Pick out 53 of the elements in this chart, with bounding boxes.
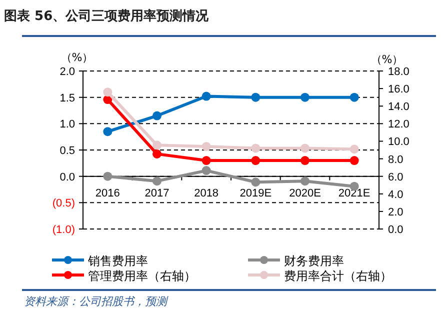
point <box>350 144 359 154</box>
y2-tick-label: 12.0 <box>388 118 410 131</box>
text: 资料来源：公司招股书，预测 <box>24 295 169 308</box>
point <box>152 140 162 150</box>
legend-label: 管理费用率（右轴） <box>88 269 196 283</box>
point <box>251 156 260 166</box>
x-tick-label: 2017 <box>144 187 170 200</box>
y-tick-label: 0.0 <box>60 171 75 184</box>
y-tick-label: (0.5) <box>52 198 75 210</box>
point <box>152 176 162 186</box>
y-axis-title: （%） <box>60 51 94 64</box>
chart-title: 图表 56、公司三项费用率预测情况 <box>4 8 210 24</box>
point <box>152 111 162 120</box>
point <box>202 92 211 101</box>
point <box>103 88 112 97</box>
legend-label: 费用率合计（右轴） <box>284 269 392 283</box>
x-tick-label: 2021E <box>338 187 370 200</box>
point <box>300 92 310 102</box>
point <box>202 156 211 166</box>
y2-tick-label: 14.0 <box>388 101 410 114</box>
y-tick-label: (1.0) <box>52 224 75 236</box>
y2-tick-label: 10.0 <box>388 136 410 148</box>
point <box>251 144 260 153</box>
x-tick-label: 2020E <box>289 187 321 200</box>
y-tick-label: 0.5 <box>60 145 75 157</box>
point <box>300 156 310 166</box>
legend-label: 销售费用率 <box>87 254 148 268</box>
point <box>152 149 162 158</box>
y-tick-label: 1.5 <box>60 92 75 104</box>
y2-tick-label: 0.0 <box>388 224 404 236</box>
point <box>103 172 112 181</box>
point <box>350 156 359 166</box>
y2-tick-label: 6.0 <box>388 171 404 184</box>
legend-label: 财务费用率 <box>284 254 344 268</box>
x-tick-label: 2018 <box>194 187 219 200</box>
y2-tick-label: 4.0 <box>388 188 404 201</box>
x-tick-label: 2016 <box>95 187 120 200</box>
point <box>300 144 310 153</box>
point <box>251 92 260 102</box>
y2-tick-label: 16.0 <box>388 84 410 96</box>
point <box>300 176 310 186</box>
y2-tick-label: 18.0 <box>388 66 410 78</box>
point <box>251 178 260 187</box>
y-tick-label: 1.0 <box>60 118 75 131</box>
y2-tick-label: 2.0 <box>388 206 404 218</box>
y2-tick-label: 8.0 <box>388 154 404 166</box>
y-tick-label: 2.0 <box>60 66 75 78</box>
point <box>103 127 112 136</box>
point <box>202 142 211 151</box>
x-tick-label: 2019E <box>240 187 272 200</box>
point <box>350 92 359 102</box>
point <box>202 166 211 176</box>
y2-axis-title: （%） <box>370 53 404 66</box>
